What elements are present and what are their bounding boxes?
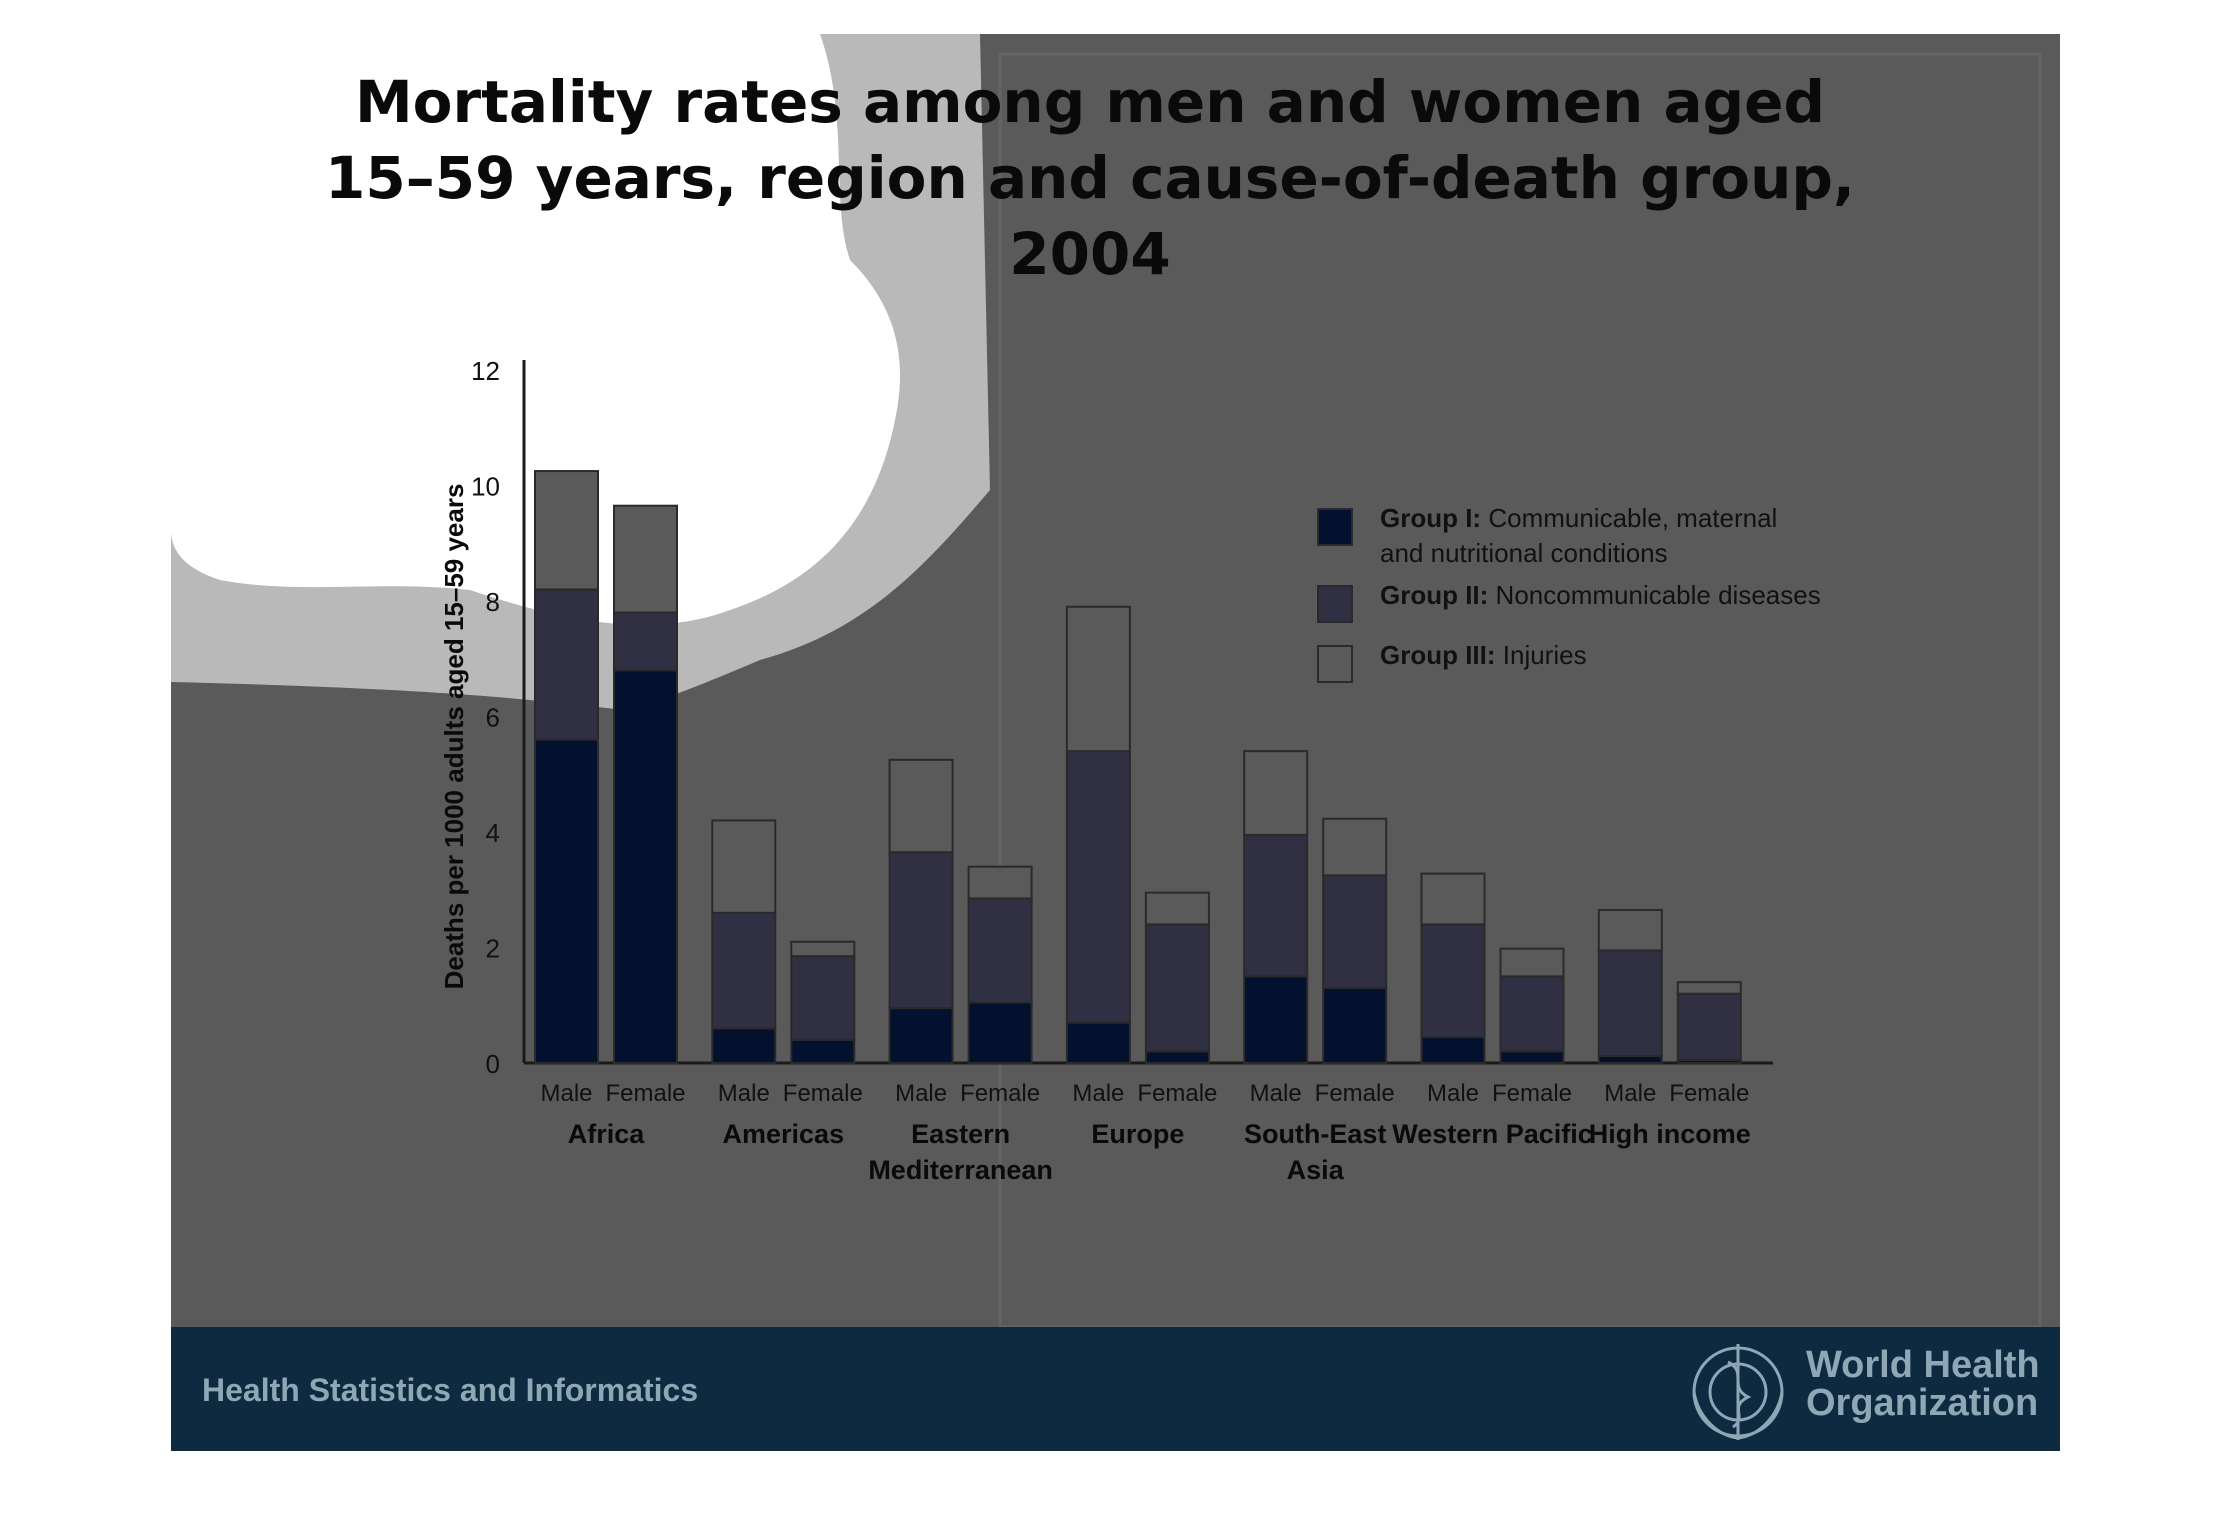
- org-name: World Health Organization: [1806, 1346, 2040, 1422]
- legend-text-line: Noncommunicable diseases: [1496, 580, 1821, 610]
- legend-swatch-group3: [1317, 645, 1353, 683]
- group-label: Mediterranean: [868, 1155, 1053, 1185]
- x-tick-label: Male: [1072, 1080, 1124, 1107]
- x-tick-label: Female: [783, 1080, 863, 1107]
- bar-segment-group2: [613, 611, 678, 672]
- legend-entry: Group II: Noncommunicable diseases: [1380, 580, 1821, 610]
- x-tick-label: Male: [1427, 1080, 1479, 1107]
- white-cloud-shape: [171, 34, 900, 625]
- x-tick-label: Female: [1137, 1080, 1217, 1107]
- footer-text: Health Statistics and Informatics: [202, 1372, 699, 1408]
- legend-entry: Group I: Communicable, maternal and nutri…: [1380, 503, 1777, 568]
- bar-segment-group1: [711, 1027, 777, 1064]
- x-tick-label: Female: [605, 1080, 685, 1107]
- bar-segment-group3: [790, 940, 856, 958]
- bar-segment-group2: [888, 851, 954, 1010]
- group-label: South-East: [1244, 1119, 1387, 1149]
- x-tick-label: Female: [1492, 1080, 1572, 1107]
- bar-segment-group3: [1420, 872, 1486, 926]
- bar-segment-group1: [790, 1038, 856, 1065]
- bar-segment-group2: [534, 588, 599, 741]
- bar-segment-group2: [1420, 923, 1486, 1039]
- x-tick-label: Male: [1250, 1080, 1302, 1107]
- title-line-3: 2004: [1009, 220, 1171, 288]
- x-tick-label: Male: [895, 1080, 947, 1107]
- title-line-2: 15–59 years, region and cause-of-death g…: [325, 144, 1855, 212]
- group-label: Eastern: [911, 1119, 1010, 1149]
- group-label: Africa: [568, 1119, 646, 1149]
- bar-segment-group2: [1144, 923, 1210, 1053]
- legend-bold-label: Group II:: [1380, 580, 1496, 610]
- bar-segment-group3: [613, 504, 678, 614]
- bar-segment-group1: [1144, 1050, 1210, 1064]
- legend-entry: Group III: Injuries: [1380, 640, 1587, 670]
- x-tick-label: Female: [960, 1080, 1040, 1107]
- bar-segment-group3: [1065, 605, 1131, 753]
- bar-segment-group3: [1322, 817, 1388, 877]
- legend-text-line: Injuries: [1503, 640, 1587, 670]
- bar-segment-group1: [1499, 1050, 1565, 1064]
- y-tick-label: 8: [486, 587, 500, 617]
- bar-segment-group2: [711, 911, 777, 1030]
- y-tick-label: 0: [486, 1049, 500, 1079]
- bar-segment-group2: [1597, 949, 1663, 1058]
- org-name-line-1: World Health: [1806, 1344, 2040, 1386]
- x-tick-label: Male: [540, 1080, 592, 1107]
- bar-segment-group3: [534, 470, 599, 591]
- y-axis-label: Deaths per 1000 adults aged 15–59 years: [439, 484, 469, 990]
- bar-segment-group1: [1065, 1021, 1131, 1065]
- bar-segment-group2: [1499, 975, 1565, 1053]
- bar-segment-group3: [1243, 750, 1309, 836]
- y-tick-label: 12: [471, 356, 500, 386]
- bar-segment-group3: [1499, 947, 1565, 978]
- legend-swatch-group2: [1317, 585, 1353, 623]
- bar-segment-group1: [888, 1007, 954, 1065]
- bar-segment-group1: [967, 1001, 1033, 1064]
- bar-segment-group2: [967, 897, 1033, 1004]
- bar-segment-group3: [1676, 981, 1742, 995]
- bar-segment-group3: [967, 865, 1033, 900]
- bar-segment-group1: [534, 738, 599, 1064]
- y-tick-label: 10: [471, 472, 500, 502]
- y-tick-label: 2: [486, 934, 500, 964]
- title-line-1: Mortality rates among men and women aged: [354, 68, 1826, 136]
- bar-segment-group2: [1322, 874, 1388, 989]
- bar-segment-group1: [1420, 1036, 1486, 1064]
- group-label: Americas: [723, 1119, 845, 1149]
- bar-segment-group3: [711, 819, 777, 914]
- bar-segment-group1: [1322, 986, 1388, 1064]
- group-label: Western Pacific: [1392, 1119, 1593, 1149]
- legend-bold-label: Group III:: [1380, 640, 1503, 670]
- bar-segment-group2: [1065, 750, 1131, 1024]
- x-tick-label: Male: [718, 1080, 770, 1107]
- bar-segment-group3: [1597, 908, 1663, 952]
- bar-segment-group2: [790, 955, 856, 1041]
- bar-segment-group2: [1676, 992, 1742, 1062]
- bar-segment-group1: [1597, 1055, 1663, 1064]
- bar-segment-group3: [1144, 891, 1210, 926]
- legend-text-line: and nutritional conditions: [1380, 538, 1668, 568]
- group-label: Europe: [1091, 1119, 1184, 1149]
- who-emblem-icon: [1692, 1344, 1784, 1440]
- bar-segment-group1: [613, 669, 678, 1064]
- legend-swatch-group1: [1317, 508, 1353, 546]
- group-label: Asia: [1287, 1155, 1345, 1185]
- legend-text-line: Communicable, maternal: [1488, 503, 1777, 533]
- group-label: High income: [1589, 1119, 1751, 1149]
- legend-bold-label: Group I:: [1380, 503, 1488, 533]
- x-tick-label: Female: [1315, 1080, 1395, 1107]
- y-tick-label: 6: [486, 703, 500, 733]
- org-name-line-2: Organization: [1806, 1382, 2039, 1424]
- bar-segment-group3: [888, 758, 954, 854]
- x-tick-label: Male: [1604, 1080, 1656, 1107]
- chart-title: Mortality rates among men and women aged…: [170, 64, 2010, 292]
- x-tick-label: Female: [1669, 1080, 1749, 1107]
- bar-segment-group2: [1243, 833, 1309, 978]
- y-tick-label: 4: [486, 818, 500, 848]
- bar-segment-group1: [1243, 975, 1309, 1064]
